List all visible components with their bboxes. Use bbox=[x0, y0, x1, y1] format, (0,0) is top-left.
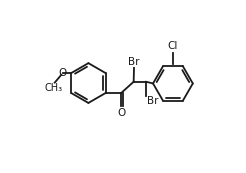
Text: Br: Br bbox=[128, 57, 140, 67]
Text: Br: Br bbox=[147, 97, 158, 106]
Text: Cl: Cl bbox=[168, 42, 178, 52]
Text: O: O bbox=[58, 68, 67, 78]
Text: CH₃: CH₃ bbox=[45, 84, 63, 93]
Text: O: O bbox=[117, 108, 125, 118]
